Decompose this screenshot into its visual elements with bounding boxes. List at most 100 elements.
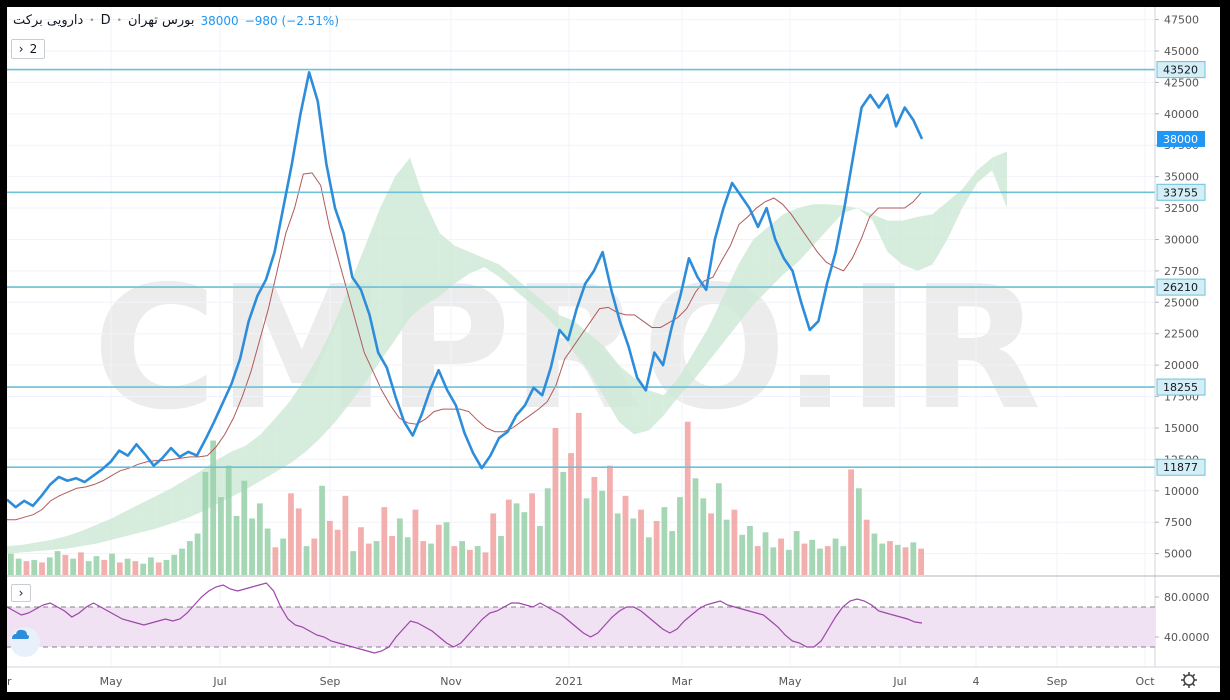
- exchange-name: بورس تهران: [127, 13, 195, 28]
- volume-bar: [54, 551, 61, 575]
- ichimoku-cloud-segment: [484, 258, 500, 278]
- volume-bar: [560, 471, 567, 575]
- rsi-pane-toggle-button[interactable]: ›: [11, 584, 31, 602]
- volume-bar: [653, 520, 660, 575]
- volume-bar: [350, 551, 357, 575]
- volume-bar: [435, 524, 442, 575]
- volume-bar: [809, 539, 816, 575]
- chart-canvas[interactable]: CMPRO.IR50007500100001250015000175002000…: [7, 7, 1220, 692]
- ichimoku-cloud-segment: [872, 214, 888, 253]
- ichimoku-cloud-segment: [738, 239, 754, 324]
- volume-bar: [78, 552, 84, 575]
- ichimoku-cloud-segment: [126, 503, 142, 537]
- ichimoku-cloud-segment: [857, 208, 873, 221]
- indicators-toggle-button[interactable]: › 2: [11, 39, 45, 59]
- ichimoku-cloud-segment: [275, 400, 291, 472]
- volume-bar: [93, 556, 100, 575]
- gear-icon[interactable]: [1181, 672, 1197, 688]
- level-price-tag: [1156, 278, 1206, 296]
- volume-bar: [871, 533, 878, 575]
- volume-bar: [902, 547, 909, 575]
- volume-bar: [124, 558, 131, 575]
- chevron-right-icon: ›: [18, 42, 24, 56]
- volume-bar: [210, 440, 217, 575]
- separator-dot: •: [116, 15, 122, 26]
- ichimoku-cloud-segment: [186, 470, 202, 519]
- volume-bar: [513, 503, 520, 575]
- ichimoku-cloud-segment: [290, 377, 306, 464]
- volume-bar: [132, 561, 139, 575]
- y-tick-label: 30000: [1164, 233, 1199, 246]
- volume-bar: [373, 541, 380, 575]
- ichimoku-cloud-segment: [439, 233, 455, 297]
- volume-bar: [233, 515, 240, 575]
- volume-bar: [163, 559, 170, 575]
- ichimoku-cloud-segment: [350, 245, 366, 403]
- ichimoku-cloud-segment: [947, 189, 963, 240]
- level-price-tag: [1156, 378, 1206, 396]
- volume-bar: [295, 508, 302, 575]
- volume-bar: [544, 488, 551, 575]
- volume-bar: [537, 525, 543, 575]
- volume-bar: [358, 527, 364, 575]
- ichimoku-cloud-segment: [305, 352, 321, 452]
- volume-bar: [622, 495, 629, 575]
- volume-bar: [225, 465, 232, 575]
- volume-bar: [85, 561, 92, 575]
- volume-bar: [677, 497, 683, 575]
- chart-frame: CMPRO.IR50007500100001250015000175002000…: [7, 7, 1220, 692]
- volume-bar: [505, 499, 512, 575]
- volume-bar: [264, 528, 271, 575]
- volume-bar: [194, 533, 201, 575]
- volume-bar: [218, 497, 224, 575]
- ichimoku-cloud-segment: [245, 434, 261, 490]
- x-tick-label: May: [100, 675, 123, 688]
- volume-bar: [140, 563, 147, 575]
- symbol-name[interactable]: دارویی برکت: [13, 13, 84, 28]
- y-tick-label: 7500: [1164, 516, 1192, 529]
- volume-bar: [241, 480, 248, 575]
- ichimoku-cloud-segment: [604, 346, 619, 422]
- x-tick-label: May: [779, 675, 802, 688]
- volume-bar: [583, 498, 590, 575]
- volume-bar: [280, 538, 287, 575]
- volume-bar: [249, 518, 255, 575]
- ichimoku-cloud-segment: [395, 157, 410, 341]
- volume-bar: [575, 412, 582, 575]
- volume-bar: [482, 552, 489, 575]
- volume-bar: [148, 557, 154, 575]
- y-tick-label: 22500: [1164, 328, 1199, 341]
- y-tick-label: 15000: [1164, 422, 1199, 435]
- x-tick-label: Jul: [212, 675, 226, 688]
- level-price-label: 11877: [1163, 461, 1198, 474]
- volume-bar: [801, 543, 808, 575]
- volume-bar: [311, 538, 318, 575]
- volume-bar: [614, 513, 621, 575]
- x-tick-label: Oct: [1135, 675, 1155, 688]
- ichimoku-cloud-segment: [36, 539, 52, 552]
- y-tick-label: 10000: [1164, 485, 1199, 498]
- interval-label[interactable]: D: [100, 13, 111, 28]
- ichimoku-cloud-segment: [514, 277, 530, 303]
- ichimoku-cloud-segment: [887, 220, 903, 265]
- x-tick-label: 2021: [555, 675, 583, 688]
- ichimoku-cloud-segment: [141, 495, 157, 533]
- rsi-band: [7, 607, 1155, 647]
- volume-bar: [785, 549, 792, 575]
- rsi-tick-label: 80.0000: [1164, 591, 1210, 604]
- volume-bar: [46, 557, 53, 575]
- volume-bar: [778, 538, 784, 575]
- x-tick-label: Sep: [1047, 675, 1068, 688]
- ichimoku-cloud-segment: [81, 524, 97, 547]
- volume-bar: [70, 558, 77, 575]
- volume-bar: [288, 493, 294, 575]
- volume-bar: [62, 554, 69, 575]
- volume-bar: [319, 485, 325, 575]
- volume-bar: [739, 534, 746, 575]
- level-price-label: 33755: [1163, 186, 1198, 199]
- ichimoku-cloud-segment: [798, 204, 813, 263]
- ichimoku-cloud-segment: [529, 289, 545, 315]
- tradingview-logo[interactable]: [10, 627, 40, 657]
- volume-bar: [326, 520, 333, 575]
- volume-bar: [529, 493, 536, 575]
